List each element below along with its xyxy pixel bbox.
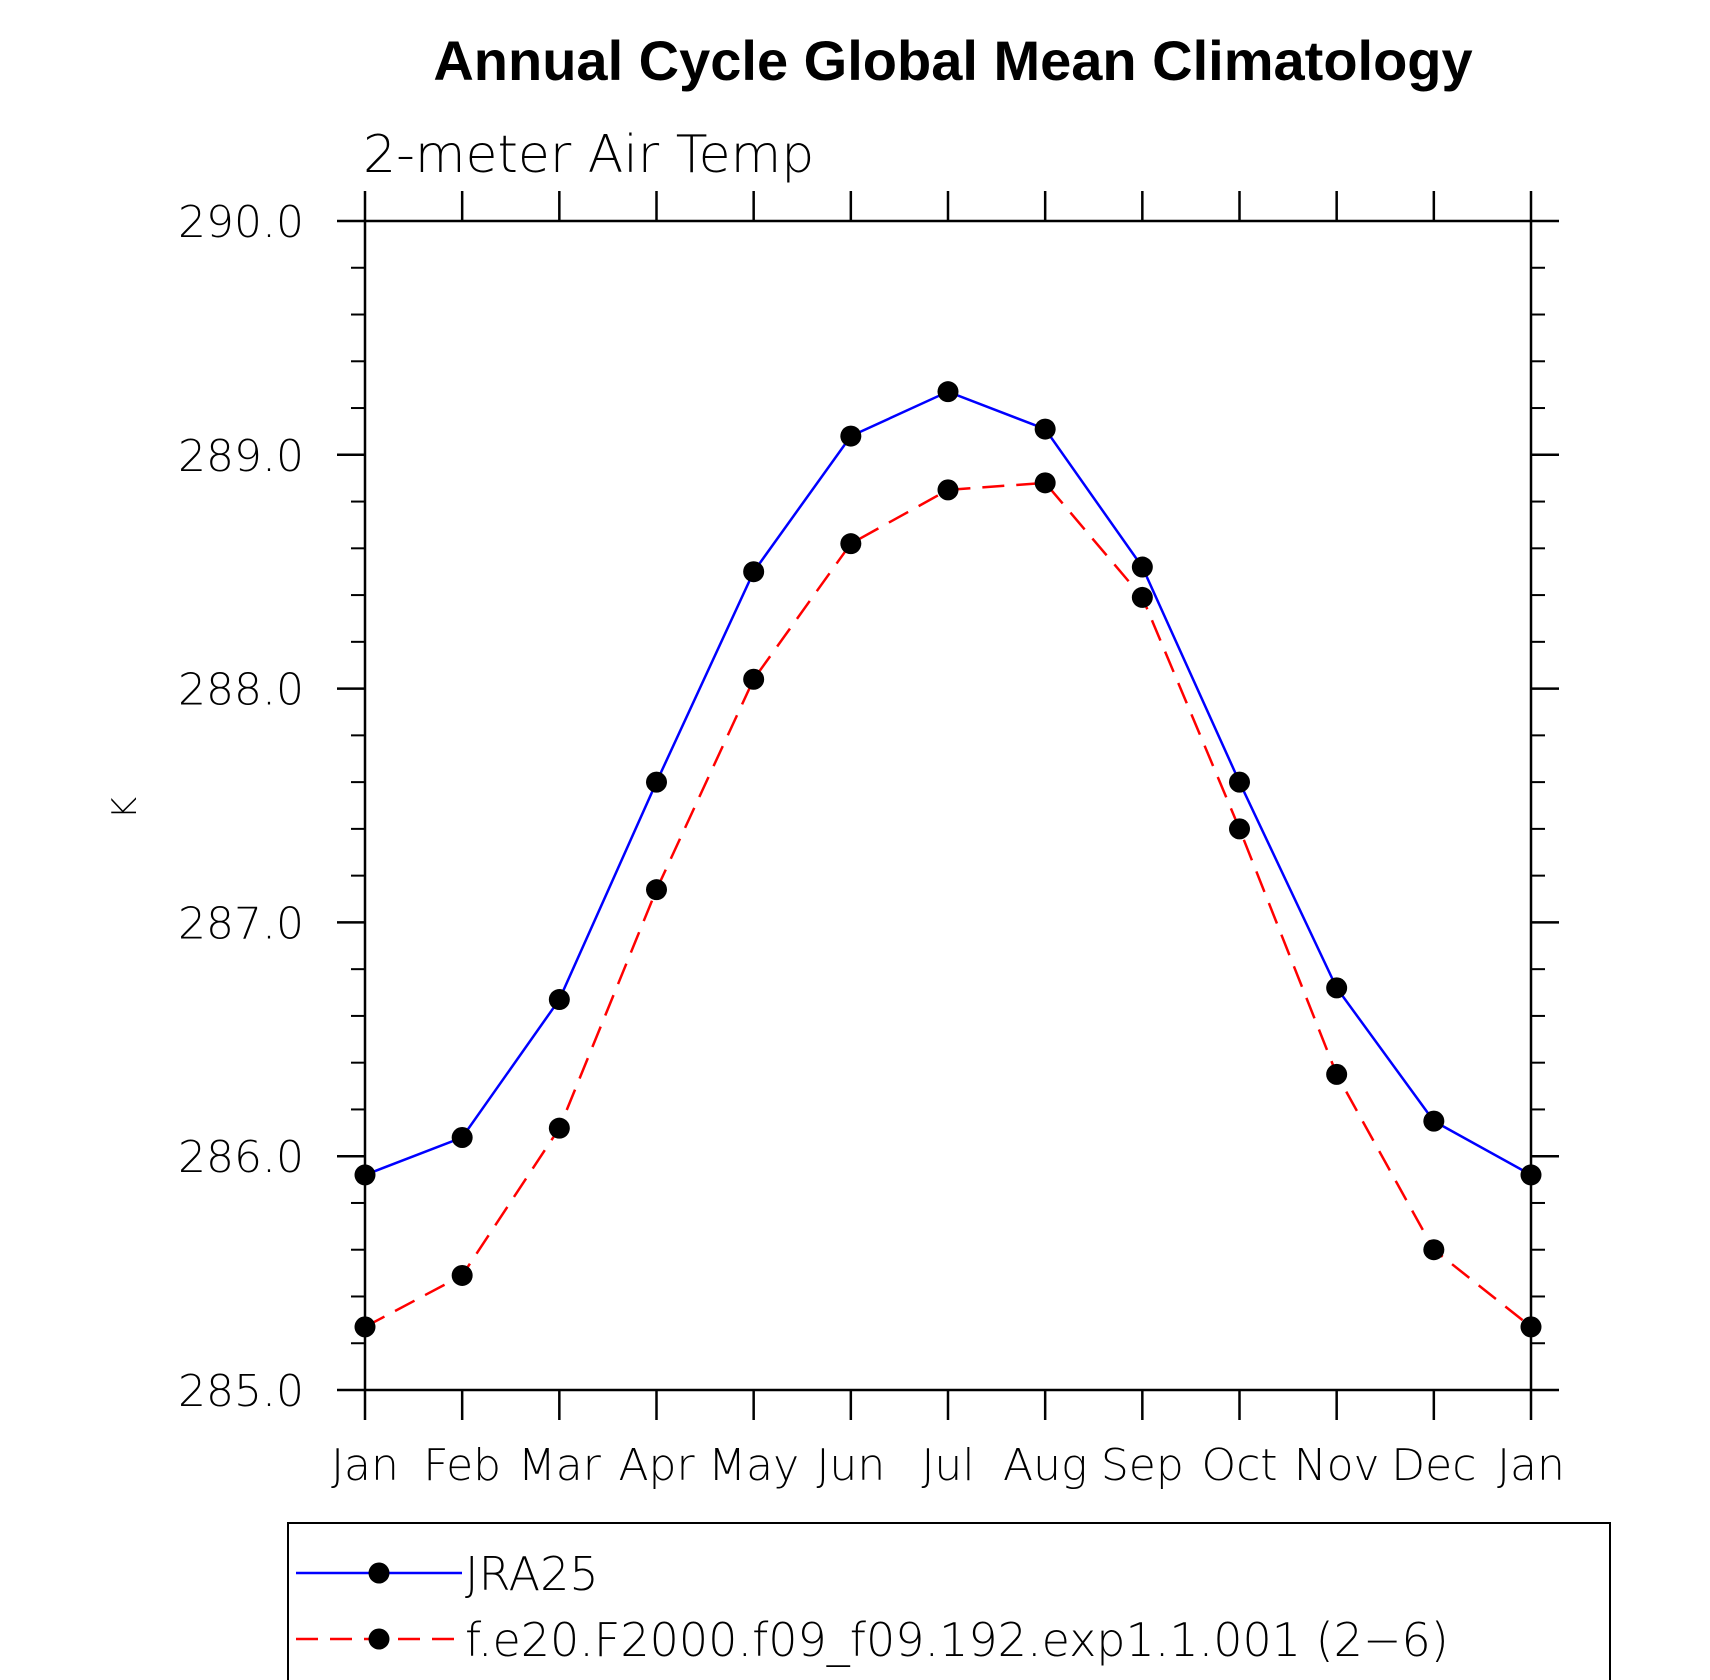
series-line-0 (364, 390, 1532, 1177)
x-tick-label: Jan (1497, 1440, 1565, 1491)
data-point (937, 381, 959, 403)
legend-box (287, 1522, 1611, 1680)
data-point (1131, 586, 1153, 608)
y-tick-label: 290.0 (178, 197, 304, 248)
data-point (840, 425, 862, 447)
chart-subtitle: 2-meter Air Temp (363, 125, 814, 185)
legend: JRA25 f.e20.F2000.f09_f09.192.exp1.1.001 … (287, 1522, 1611, 1680)
x-tick-label: Nov (1294, 1440, 1380, 1491)
x-tick-label: Dec (1391, 1440, 1476, 1491)
data-point (1131, 556, 1153, 578)
x-tick-label: Aug (1003, 1440, 1087, 1491)
data-point (840, 533, 862, 555)
x-tick-label: May (708, 1440, 799, 1491)
legend-marker-1 (368, 1628, 390, 1650)
y-axis: 285.0 286.0 287.0 288.0 289.0 290.0 (178, 197, 1559, 1417)
data-point (1520, 1164, 1542, 1186)
data-point (646, 879, 667, 901)
data-point (1326, 977, 1348, 999)
data-point (1326, 1063, 1348, 1085)
x-tick-label: Mar (518, 1440, 602, 1491)
data-point (451, 1126, 473, 1148)
data-point (937, 479, 959, 501)
y-tick-label: 285.0 (178, 1366, 304, 1417)
data-point (743, 668, 765, 690)
series-layer (354, 381, 1542, 1338)
x-tick-label: Jan (331, 1440, 399, 1491)
data-point (1229, 818, 1250, 840)
data-point (646, 771, 667, 793)
chart-title: Annual Cycle Global Mean Climatology (433, 29, 1472, 92)
data-point (1229, 771, 1250, 793)
series-1 (354, 472, 1542, 1338)
x-tick-label: Oct (1201, 1440, 1277, 1491)
data-point (548, 989, 570, 1011)
y-tick-label: 288.0 (178, 665, 304, 716)
legend-label-0: JRA25 (465, 1547, 599, 1601)
series-0 (354, 381, 1542, 1186)
x-tick-label: Sep (1101, 1440, 1184, 1491)
data-point (743, 561, 765, 583)
data-point (1423, 1110, 1445, 1132)
y-tick-label: 287.0 (178, 898, 304, 949)
data-point (1034, 472, 1056, 494)
legend-label-1: f.e20.F2000.f09_f09.192.exp1.1.001 (2−6) (465, 1613, 1449, 1667)
data-point (451, 1264, 473, 1286)
data-point (354, 1316, 376, 1338)
series-line-1 (364, 481, 1532, 1328)
x-axis: Jan Feb Mar Apr May Jun Jul Aug Sep Oct Nov Dec Jan (331, 191, 1565, 1491)
legend-marker-0 (368, 1562, 390, 1584)
x-tick-label: Apr (618, 1440, 695, 1491)
data-point (1423, 1239, 1445, 1261)
x-tick-label: Jul (921, 1440, 974, 1491)
data-point (354, 1164, 376, 1186)
data-point (1034, 418, 1056, 440)
y-tick-label: 289.0 (178, 431, 304, 482)
x-tick-label: Jun (816, 1440, 885, 1491)
x-tick-label: Feb (423, 1440, 501, 1491)
y-tick-label: 286.0 (178, 1132, 304, 1183)
y-axis-label: K (105, 797, 145, 819)
data-point (1520, 1316, 1542, 1338)
data-point (548, 1117, 570, 1139)
